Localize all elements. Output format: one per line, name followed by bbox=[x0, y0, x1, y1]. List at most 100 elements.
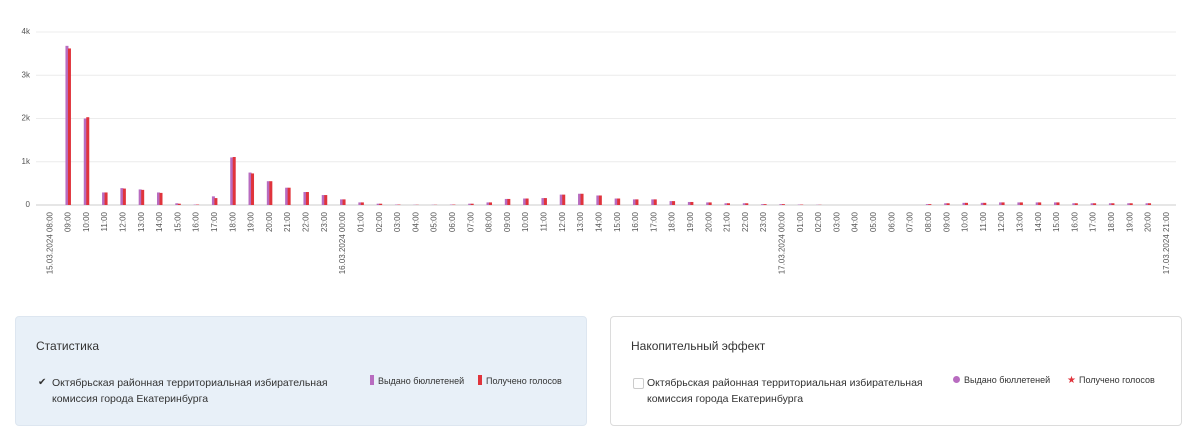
cumulative-panel: Накопительный эффект Октябрьская районна… bbox=[610, 316, 1182, 426]
bar bbox=[944, 203, 948, 205]
bar bbox=[358, 202, 362, 205]
x-tick-label: 08:00 bbox=[924, 211, 933, 232]
x-tick-label: 15.03.2024 08:00 bbox=[45, 211, 54, 274]
bar bbox=[541, 198, 545, 205]
legend-item[interactable]: Выдано бюллетеней bbox=[953, 375, 1050, 385]
x-tick-label: 20:00 bbox=[265, 211, 274, 232]
bar bbox=[360, 202, 364, 205]
bar bbox=[321, 195, 325, 205]
bar bbox=[379, 203, 383, 205]
bar bbox=[669, 201, 673, 205]
x-tick-label: 11:00 bbox=[100, 211, 109, 231]
bar bbox=[724, 203, 728, 205]
bar bbox=[672, 201, 676, 205]
checkbox[interactable]: ✔ bbox=[38, 377, 47, 388]
x-tick-label: 06:00 bbox=[448, 211, 457, 232]
x-tick-label: 05:00 bbox=[869, 211, 878, 232]
bar bbox=[269, 181, 273, 205]
bar bbox=[523, 198, 527, 205]
bar bbox=[156, 192, 160, 205]
x-tick-label: 20:00 bbox=[1144, 211, 1153, 232]
bar bbox=[781, 204, 785, 205]
bar bbox=[562, 194, 566, 205]
bar bbox=[470, 203, 474, 205]
y-tick-label: 0 bbox=[26, 200, 31, 209]
bar bbox=[230, 157, 234, 205]
bar bbox=[632, 199, 636, 205]
x-tick-label: 16.03.2024 00:00 bbox=[338, 211, 347, 274]
x-tick-label: 16:00 bbox=[1070, 211, 1079, 232]
x-tick-label: 08:00 bbox=[485, 211, 494, 232]
bar bbox=[211, 196, 215, 205]
bar bbox=[687, 201, 691, 205]
x-tick-label: 04:00 bbox=[851, 211, 860, 232]
x-tick-label: 10:00 bbox=[82, 211, 91, 232]
x-tick-label: 16:00 bbox=[631, 211, 640, 232]
bar bbox=[175, 203, 179, 205]
bar bbox=[1090, 203, 1094, 205]
x-tick-label: 10:00 bbox=[521, 211, 530, 232]
legend-swatch bbox=[478, 375, 482, 385]
bar bbox=[1093, 203, 1097, 205]
x-tick-label: 07:00 bbox=[906, 211, 915, 232]
bar bbox=[177, 203, 181, 205]
bar bbox=[946, 203, 950, 205]
x-tick-label: 11:00 bbox=[540, 211, 549, 231]
x-tick-label: 12:00 bbox=[558, 211, 567, 232]
x-tick-label: 01:00 bbox=[356, 211, 365, 232]
checkbox[interactable] bbox=[633, 378, 644, 389]
bar bbox=[779, 204, 783, 205]
bar bbox=[580, 193, 584, 205]
x-tick-label: 01:00 bbox=[796, 211, 805, 232]
x-tick-label: 15:00 bbox=[173, 211, 182, 232]
bar bbox=[745, 203, 749, 205]
x-tick-label: 21:00 bbox=[283, 211, 292, 232]
bar bbox=[928, 204, 932, 205]
x-tick-label: 14:00 bbox=[1034, 211, 1043, 232]
x-tick-label: 19:00 bbox=[247, 211, 256, 232]
y-tick-label: 3k bbox=[22, 70, 31, 79]
x-tick-label: 15:00 bbox=[1052, 211, 1061, 232]
y-tick-label: 4k bbox=[22, 27, 31, 36]
legend-item[interactable]: Выдано бюллетеней bbox=[370, 375, 464, 386]
bar bbox=[376, 203, 380, 205]
bar bbox=[983, 202, 987, 205]
bar bbox=[706, 202, 710, 205]
bar bbox=[1054, 202, 1058, 205]
bar bbox=[578, 193, 582, 205]
bar bbox=[86, 117, 90, 205]
bar bbox=[980, 202, 984, 205]
legend-item[interactable]: Получено голосов bbox=[478, 375, 562, 386]
bar bbox=[596, 195, 600, 205]
bar bbox=[1129, 203, 1133, 205]
bar bbox=[251, 173, 255, 205]
bar bbox=[761, 204, 765, 205]
x-tick-label: 13:00 bbox=[1016, 211, 1025, 232]
bar bbox=[763, 204, 767, 205]
legend-label: Выдано бюллетеней bbox=[964, 375, 1051, 385]
chart: 0 1k 2k 3k 4k 15.03.2024 08:00 09:00 10:00 11:00… bbox=[22, 27, 1176, 274]
commission-item[interactable]: Октябрьская районная территориальная изб… bbox=[633, 375, 947, 407]
x-tick-label: 19:00 bbox=[686, 211, 695, 232]
bar bbox=[742, 203, 746, 205]
bar bbox=[287, 187, 291, 205]
bar bbox=[543, 198, 547, 205]
x-tick-label: 02:00 bbox=[814, 211, 823, 232]
bar bbox=[138, 189, 142, 205]
x-tick-label: 03:00 bbox=[832, 211, 841, 232]
bar bbox=[65, 45, 69, 206]
legend-marker: ★ bbox=[1067, 375, 1076, 386]
bar bbox=[340, 199, 344, 205]
bar bbox=[1056, 202, 1060, 205]
x-tick-label: 22:00 bbox=[741, 211, 750, 232]
bar bbox=[504, 198, 508, 205]
x-tick-label: 16:00 bbox=[192, 211, 201, 232]
bar bbox=[726, 203, 730, 205]
bar bbox=[486, 202, 490, 205]
bar bbox=[285, 187, 289, 205]
legend-item[interactable]: ★ Получено голосов bbox=[1067, 375, 1155, 386]
commission-item[interactable]: ✔ Октябрьская районная территориальная из… bbox=[38, 375, 352, 407]
x-tick-label: 23:00 bbox=[759, 211, 768, 232]
bar bbox=[1019, 202, 1023, 205]
